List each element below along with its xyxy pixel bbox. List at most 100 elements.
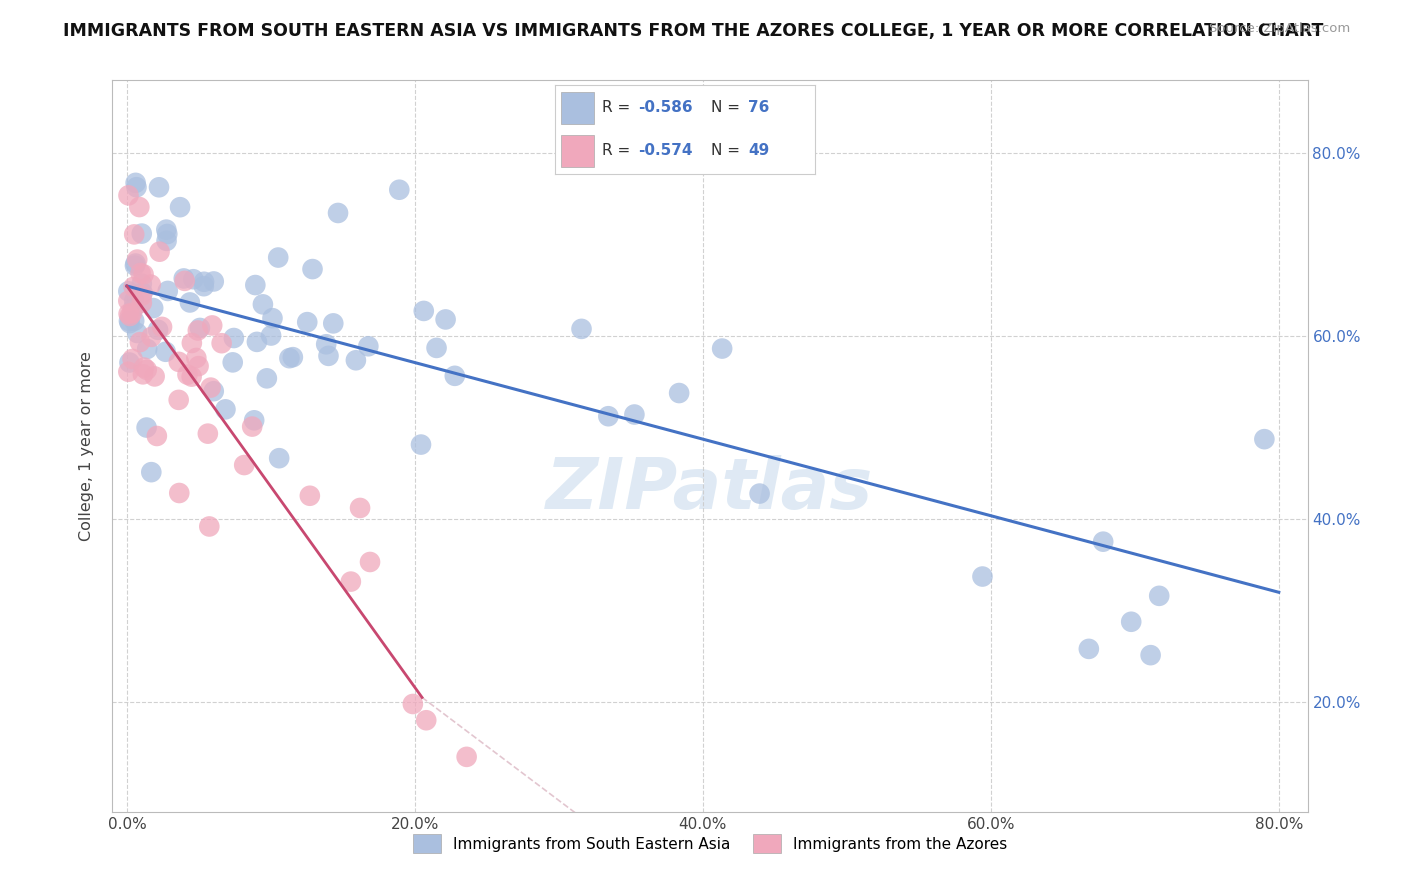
Point [117,365,139,379]
Point [132,360,155,375]
Point [222,331,245,345]
Point [143,369,166,384]
Point [193,275,215,289]
Point [127,326,149,340]
Point [118,314,141,328]
Point [243,413,266,427]
Point [202,384,225,399]
Point [972,569,994,583]
Point [748,486,770,500]
Point [245,278,267,293]
Point [121,351,143,366]
FancyBboxPatch shape [561,92,595,124]
Point [124,259,146,273]
Point [131,285,153,300]
Point [117,293,139,308]
Point [131,277,153,291]
Point [131,227,153,241]
Point [122,227,145,242]
Point [214,402,236,417]
Point [132,368,155,382]
Point [118,309,141,323]
Point [142,301,165,315]
Point [187,359,209,373]
Point [711,342,734,356]
Text: -0.574: -0.574 [638,144,693,158]
Text: N =: N = [711,144,745,158]
Point [298,489,321,503]
Point [357,339,380,353]
Point [240,419,263,434]
Point [129,266,152,280]
Point [187,323,209,337]
Point [118,316,141,330]
Point [148,180,170,194]
Point [141,465,163,479]
Point [176,368,198,382]
FancyBboxPatch shape [561,135,595,167]
Point [297,315,319,329]
Point [124,176,146,190]
Point [155,344,177,359]
Point [434,312,457,326]
Point [167,392,190,407]
Point [267,251,290,265]
Point [200,381,222,395]
Point [1121,615,1143,629]
Point [1077,641,1099,656]
Point [122,301,145,316]
Point [222,355,245,369]
Point [173,271,195,285]
Point [148,244,170,259]
Text: R =: R = [602,101,636,115]
Point [202,275,225,289]
Point [211,336,233,351]
Point [278,351,301,366]
Point [623,408,645,422]
Point [141,330,163,344]
Point [156,284,179,298]
Point [425,341,447,355]
Point [388,183,411,197]
Point [122,280,145,294]
Point [252,297,274,311]
Point [456,749,478,764]
Point [412,304,434,318]
Point [198,519,221,533]
Point [135,363,157,377]
Point [155,222,177,236]
Point [131,295,153,310]
Point [131,289,153,303]
Point [124,256,146,270]
Point [359,555,381,569]
Point [193,279,215,293]
Point [1253,432,1275,446]
Point [415,713,437,727]
Point [233,458,256,472]
Point [262,311,284,326]
Point [197,426,219,441]
Point [181,272,204,286]
Point [344,353,367,368]
Point [571,322,593,336]
Point [281,350,304,364]
Text: 49: 49 [748,144,769,158]
Point [315,337,337,351]
Point [150,319,173,334]
Point [402,697,425,711]
Point [409,437,432,451]
Point [117,188,139,202]
Point [1139,648,1161,662]
Point [122,293,145,308]
Point [318,349,340,363]
Point [125,180,148,194]
Point [188,321,211,335]
Point [256,371,278,385]
Text: IMMIGRANTS FROM SOUTH EASTERN ASIA VS IMMIGRANTS FROM THE AZORES COLLEGE, 1 YEAR: IMMIGRANTS FROM SOUTH EASTERN ASIA VS IM… [63,22,1323,40]
Point [246,334,269,349]
Point [180,336,202,351]
Point [668,386,690,401]
Point [118,355,141,369]
Text: N =: N = [711,101,745,115]
Text: Source: ZipAtlas.com: Source: ZipAtlas.com [1209,22,1350,36]
